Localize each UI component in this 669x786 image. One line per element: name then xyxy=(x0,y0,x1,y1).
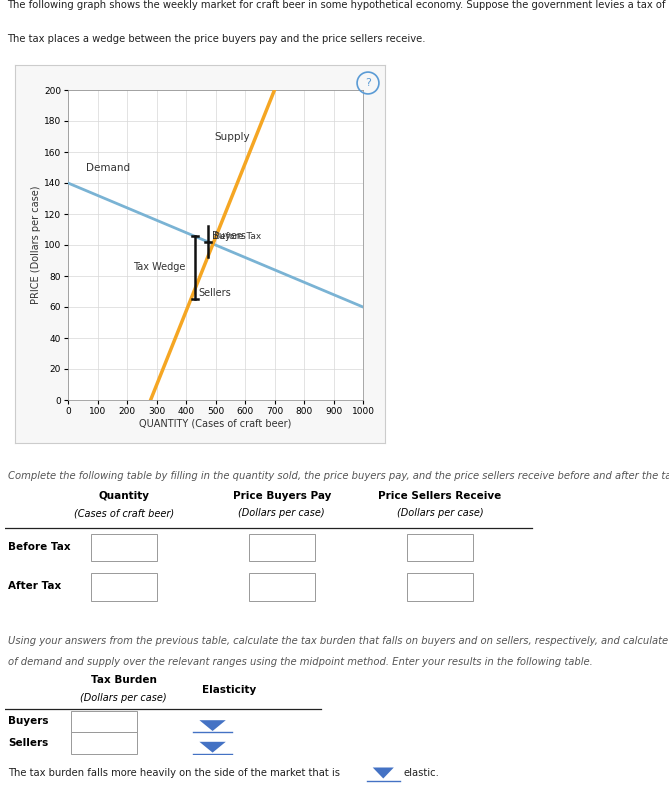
Text: of demand and supply over the relevant ranges using the midpoint method. Enter y: of demand and supply over the relevant r… xyxy=(8,656,593,667)
Text: elastic.: elastic. xyxy=(403,768,440,778)
Text: Elasticity: Elasticity xyxy=(202,685,256,695)
Text: Demand: Demand xyxy=(86,163,130,173)
Polygon shape xyxy=(199,720,225,731)
Text: Buyers: Buyers xyxy=(211,231,246,241)
Text: (Dollars per case): (Dollars per case) xyxy=(80,693,167,703)
FancyBboxPatch shape xyxy=(71,711,136,733)
Text: Before Tax: Before Tax xyxy=(8,542,71,552)
Text: Tax Wedge: Tax Wedge xyxy=(133,262,185,272)
X-axis label: QUANTITY (Cases of craft beer): QUANTITY (Cases of craft beer) xyxy=(139,419,292,428)
FancyBboxPatch shape xyxy=(407,573,473,601)
FancyBboxPatch shape xyxy=(249,534,314,561)
FancyBboxPatch shape xyxy=(91,534,157,561)
Text: Sellers: Sellers xyxy=(8,738,49,748)
Polygon shape xyxy=(373,767,394,778)
Text: Price Sellers Receive: Price Sellers Receive xyxy=(378,491,502,501)
Text: The following graph shows the weekly market for craft beer in some hypothetical : The following graph shows the weekly mar… xyxy=(7,0,669,10)
Text: Tax Burden: Tax Burden xyxy=(91,675,157,685)
Polygon shape xyxy=(199,742,225,753)
Text: (Dollars per case): (Dollars per case) xyxy=(238,509,325,519)
Text: The tax burden falls more heavily on the side of the market that is: The tax burden falls more heavily on the… xyxy=(8,768,341,778)
Text: Supply: Supply xyxy=(215,131,250,141)
Text: After Tax: After Tax xyxy=(8,581,62,591)
FancyBboxPatch shape xyxy=(407,534,473,561)
Text: (Dollars per case): (Dollars per case) xyxy=(397,509,483,519)
Text: Before Tax: Before Tax xyxy=(214,232,262,241)
FancyBboxPatch shape xyxy=(71,733,136,754)
Text: Complete the following table by filling in the quantity sold, the price buyers p: Complete the following table by filling … xyxy=(8,472,669,482)
FancyBboxPatch shape xyxy=(249,573,314,601)
Text: (Cases of craft beer): (Cases of craft beer) xyxy=(74,509,174,519)
Text: Buyers: Buyers xyxy=(8,716,49,726)
Text: Using your answers from the previous table, calculate the tax burden that falls : Using your answers from the previous tab… xyxy=(8,636,669,646)
Text: Price Buyers Pay: Price Buyers Pay xyxy=(233,491,331,501)
Text: Quantity: Quantity xyxy=(98,491,149,501)
Text: The tax places a wedge between the price buyers pay and the price sellers receiv: The tax places a wedge between the price… xyxy=(7,34,425,44)
Text: Sellers: Sellers xyxy=(199,288,231,298)
Y-axis label: PRICE (Dollars per case): PRICE (Dollars per case) xyxy=(31,185,41,304)
FancyBboxPatch shape xyxy=(91,573,157,601)
Text: ?: ? xyxy=(365,78,371,88)
